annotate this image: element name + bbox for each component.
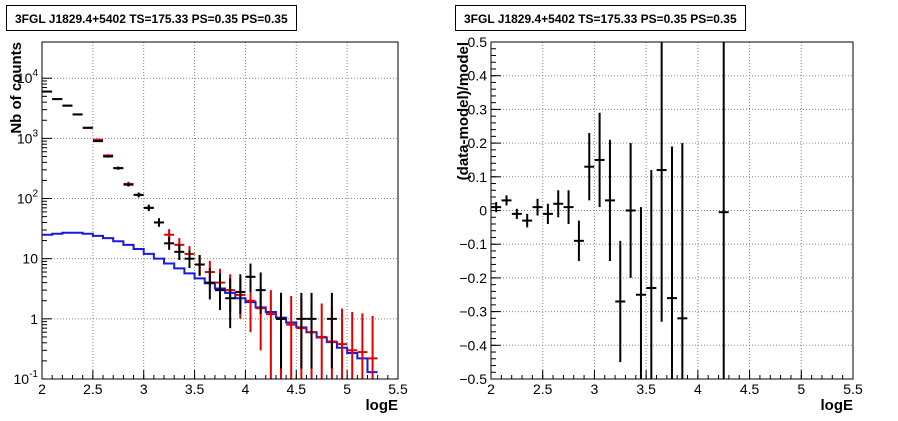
residuals-x-tick-label: 5 [797, 381, 805, 397]
residuals-y-tick-label: 0.3 [468, 101, 488, 117]
residuals-chart-title: 3FGL J1829.4+5402 TS=175.33 PS=0.35 PS=0… [455, 5, 746, 31]
residuals-y-tick-label: 0.1 [468, 169, 488, 185]
residuals-y-axis-label: (data-model)/model [455, 42, 472, 180]
residuals-y-tick-label: 0 [479, 203, 487, 219]
residuals-x-tick-label: 4 [694, 381, 702, 397]
residuals-x-tick-label: 5.5 [843, 381, 863, 397]
residuals-y-tick-label: 0.2 [468, 135, 488, 151]
counts-y-tick-label: 102 [17, 189, 39, 207]
residuals-x-tick-label: 4.5 [740, 381, 760, 397]
counts-x-tick-label: 3 [140, 381, 148, 397]
counts-x-tick-label: 4 [242, 381, 250, 397]
counts-y-tick-label: 10-1 [14, 369, 39, 387]
residuals-x-tick-label: 2.5 [533, 381, 553, 397]
counts-x-axis-label: logE [366, 397, 399, 414]
counts-x-tick-label: 4.5 [287, 381, 307, 397]
counts-y-tick-label: 104 [17, 68, 39, 86]
counts-chart: 2 2.5 3 3.5 4 4.5 5 5.5 10-1 1 10 102 103 104 logE Nb o… [8, 41, 408, 414]
counts-x-tick-label: 2.5 [83, 381, 103, 397]
counts-x-tick-label: 3.5 [185, 381, 205, 397]
counts-panel: 2 2.5 3 3.5 4 4.5 5 5.5 10-1 1 10 102 103 104 logE Nb o… [6, 5, 408, 414]
counts-frame [41, 41, 399, 380]
residuals-frame [490, 41, 854, 380]
counts-chart-title: 3FGL J1829.4+5402 TS=175.33 PS=0.35 PS=0… [6, 5, 297, 31]
counts-y-tick-label: 10 [22, 251, 38, 267]
residuals-y-tick-label: 0.4 [468, 68, 488, 84]
residuals-y-tick-label: 0.5 [468, 34, 488, 50]
residuals-y-tick-label: −0.3 [459, 304, 487, 320]
counts-y-tick-label: 1 [30, 311, 38, 327]
counts-x-tick-label: 2 [38, 381, 46, 397]
residuals-y-tick-label: −0.5 [459, 371, 487, 387]
residuals-y-tick-label: −0.4 [459, 337, 487, 353]
residuals-y-tick-label: −0.2 [459, 270, 487, 286]
residuals-x-tick-label: 2 [487, 381, 495, 397]
counts-y-tick-label: 103 [17, 128, 39, 146]
counts-x-tick-label: 5.5 [388, 381, 408, 397]
residuals-panel: 2 2.5 3 3.5 4 4.5 5 5.5 −0.5 −0.4 −0.3 −0.2 −0.1 0 0.1… [449, 0, 898, 421]
residuals-chart: 2 2.5 3 3.5 4 4.5 5 5.5 −0.5 −0.4 −0.3 −0.2 −0.1 0 0.1… [455, 34, 863, 414]
counts-x-tick-label: 5 [343, 381, 351, 397]
residuals-y-tick-label: −0.1 [459, 236, 487, 252]
residuals-x-axis-label: logE [821, 397, 854, 414]
counts-plot-area [42, 42, 398, 379]
counts-y-axis-label: Nb of counts [8, 42, 25, 134]
residuals-x-tick-label: 3 [591, 381, 599, 397]
residuals-x-tick-label: 3.5 [636, 381, 656, 397]
